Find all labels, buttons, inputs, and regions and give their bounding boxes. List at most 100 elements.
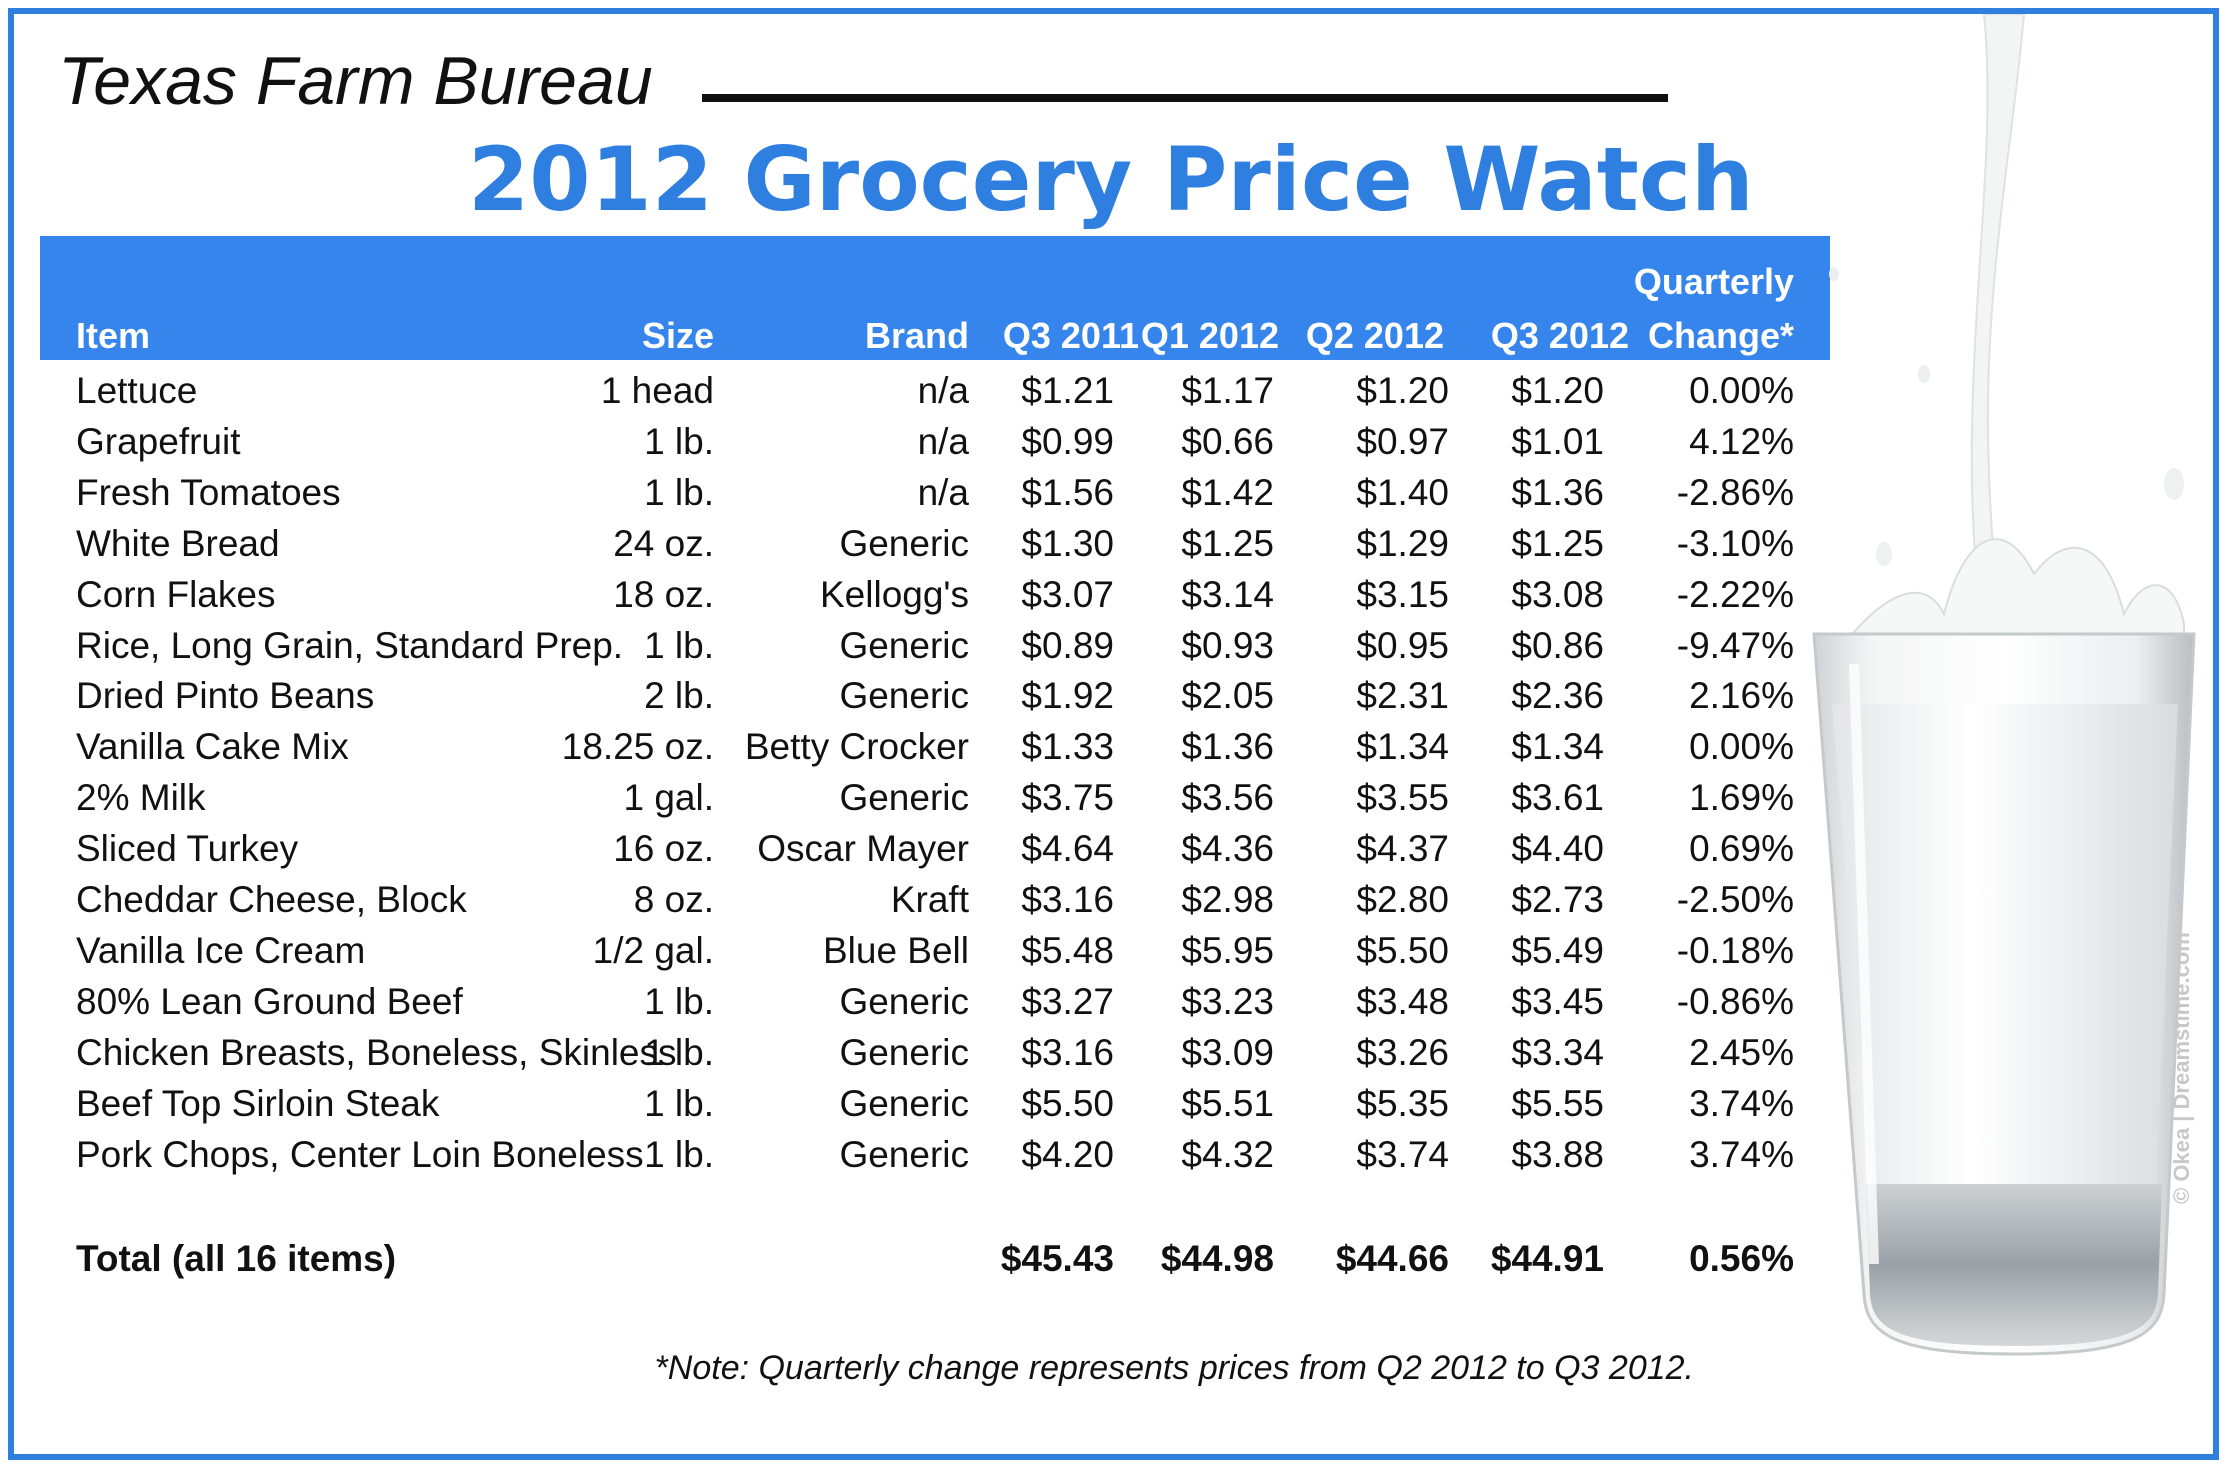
cell-brand: n/a: [917, 370, 969, 411]
cell-change: 2.16%: [1689, 675, 1794, 716]
cell-q2-2012: $5.50: [1356, 930, 1449, 971]
cell-size: 18 oz.: [613, 574, 714, 615]
cell-q1-2012: $4.36: [1181, 828, 1274, 869]
cell-item: Beef Top Sirloin Steak: [76, 1083, 440, 1124]
cell-size: 1 lb.: [644, 472, 714, 513]
table-row: Beef Top Sirloin Steak 1 lb. Generic $5.50 $…: [14, 1079, 1814, 1129]
total-q1-2012: $44.98: [1160, 1238, 1274, 1279]
cell-item: 2% Milk: [76, 777, 206, 818]
cell-q1-2012: $2.05: [1181, 675, 1274, 716]
table-row: Corn Flakes 18 oz. Kellogg's $3.07 $3.14 $3.1…: [14, 570, 1814, 620]
cell-brand: Generic: [839, 625, 969, 666]
table-row: Pork Chops, Center Loin Boneless 1 lb. Gen…: [14, 1130, 1814, 1180]
cell-q1-2012: $2.98: [1181, 879, 1274, 920]
cell-item: Vanilla Ice Cream: [76, 930, 366, 971]
cell-brand: Generic: [839, 1032, 969, 1073]
cell-q3-2011: $1.30: [1021, 523, 1114, 564]
table-row: White Bread 24 oz. Generic $1.30 $1.25 $1.29 $…: [14, 519, 1814, 569]
cell-item: Lettuce: [76, 370, 198, 411]
table-row: Fresh Tomatoes 1 lb. n/a $1.56 $1.42 $1.40 $1.…: [14, 468, 1814, 518]
cell-change: -2.22%: [1676, 574, 1794, 615]
column-header-brand: Brand: [864, 315, 969, 356]
cell-q3-2012: $5.55: [1511, 1083, 1604, 1124]
cell-q2-2012: $5.35: [1356, 1083, 1449, 1124]
table-row-total: Total (all 16 items) $45.43 $44.98 $44.6…: [14, 1234, 1814, 1284]
cell-change: -3.10%: [1676, 523, 1794, 564]
cell-q3-2012: $4.40: [1511, 828, 1604, 869]
cell-brand: Generic: [839, 523, 969, 564]
title-rule: [702, 94, 1668, 102]
cell-change: 0.69%: [1689, 828, 1794, 869]
cell-q2-2012: $2.31: [1356, 675, 1449, 716]
cell-q3-2011: $3.75: [1021, 777, 1114, 818]
cell-q1-2012: $0.66: [1181, 421, 1274, 462]
cell-item: White Bread: [76, 523, 280, 564]
cell-q3-2011: $1.92: [1021, 675, 1114, 716]
cell-q3-2011: $4.20: [1021, 1134, 1114, 1175]
cell-brand: Generic: [839, 777, 969, 818]
price-watch-panel: Texas Farm Bureau 2012 Grocery Price Wat…: [8, 8, 2219, 1460]
table-row: Cheddar Cheese, Block 8 oz. Kraft $3.16 $2.9…: [14, 875, 1814, 925]
cell-size: 24 oz.: [613, 523, 714, 564]
cell-q2-2012: $4.37: [1356, 828, 1449, 869]
cell-q3-2012: $1.01: [1511, 421, 1604, 462]
cell-size: 1 lb.: [644, 625, 714, 666]
column-header-item: Item: [76, 315, 151, 356]
cell-q2-2012: $3.26: [1356, 1032, 1449, 1073]
cell-change: 2.45%: [1689, 1032, 1794, 1073]
cell-q3-2011: $3.07: [1021, 574, 1114, 615]
cell-brand: Oscar Mayer: [757, 828, 969, 869]
cell-q1-2012: $1.25: [1181, 523, 1274, 564]
cell-size: 1 lb.: [644, 1134, 714, 1175]
cell-change: 3.74%: [1689, 1134, 1794, 1175]
cell-q2-2012: $1.40: [1356, 472, 1449, 513]
total-label: Total (all 16 items): [76, 1238, 397, 1279]
column-header-q3-2012: Q3 2012: [1490, 315, 1629, 356]
column-header-change-line1: Quarterly: [1633, 261, 1794, 302]
cell-q1-2012: $3.23: [1181, 981, 1274, 1022]
cell-q3-2011: $0.89: [1021, 625, 1114, 666]
cell-item: 80% Lean Ground Beef: [76, 981, 463, 1022]
cell-q3-2011: $1.21: [1021, 370, 1114, 411]
cell-q3-2011: $1.33: [1021, 726, 1114, 767]
cell-q3-2012: $1.25: [1511, 523, 1604, 564]
cell-q1-2012: $4.32: [1181, 1134, 1274, 1175]
cell-q3-2012: $1.34: [1511, 726, 1604, 767]
footnote: *Note: Quarterly change represents price…: [654, 1349, 1694, 1387]
cell-brand: Generic: [839, 1083, 969, 1124]
cell-q3-2011: $4.64: [1021, 828, 1114, 869]
cell-q3-2012: $1.20: [1511, 370, 1604, 411]
cell-q3-2012: $0.86: [1511, 625, 1604, 666]
cell-size: 1 lb.: [644, 1032, 714, 1073]
total-change: 0.56%: [1689, 1238, 1794, 1279]
cell-q3-2011: $3.27: [1021, 981, 1114, 1022]
column-header-change-line2: Change*: [1647, 315, 1794, 356]
cell-q1-2012: $1.42: [1181, 472, 1274, 513]
cell-change: -2.86%: [1676, 472, 1794, 513]
cell-q2-2012: $1.20: [1356, 370, 1449, 411]
cell-q3-2011: $5.48: [1021, 930, 1114, 971]
cell-item: Fresh Tomatoes: [76, 472, 341, 513]
cell-size: 1 head: [600, 370, 714, 411]
cell-change: 1.69%: [1689, 777, 1794, 818]
photo-credit: © Okea | Dreamstime.com: [2169, 932, 2194, 1204]
cell-q3-2012: $3.88: [1511, 1134, 1604, 1175]
table-header: [40, 236, 1830, 360]
table-row: Vanilla Cake Mix 18.25 oz. Betty Crocker $1…: [14, 722, 1814, 772]
cell-change: -2.50%: [1676, 879, 1794, 920]
cell-size: 16 oz.: [613, 828, 714, 869]
column-header-size: Size: [641, 315, 714, 356]
cell-size: 1 lb.: [644, 981, 714, 1022]
cell-q2-2012: $3.55: [1356, 777, 1449, 818]
cell-change: 0.00%: [1689, 726, 1794, 767]
column-header-q3-2011: Q3 2011: [1002, 315, 1139, 356]
cell-brand: Kellogg's: [820, 574, 969, 615]
cell-change: -0.18%: [1676, 930, 1794, 971]
cell-q3-2012: $3.45: [1511, 981, 1604, 1022]
total-q2-2012: $44.66: [1335, 1238, 1449, 1279]
table-row: Chicken Breasts, Boneless, Skinless 1 lb.…: [14, 1028, 1814, 1078]
table-row: Vanilla Ice Cream 1/2 gal. Blue Bell $5.48 $…: [14, 926, 1814, 976]
cell-q1-2012: $0.93: [1181, 625, 1274, 666]
cell-q2-2012: $3.74: [1356, 1134, 1449, 1175]
cell-brand: n/a: [917, 421, 969, 462]
